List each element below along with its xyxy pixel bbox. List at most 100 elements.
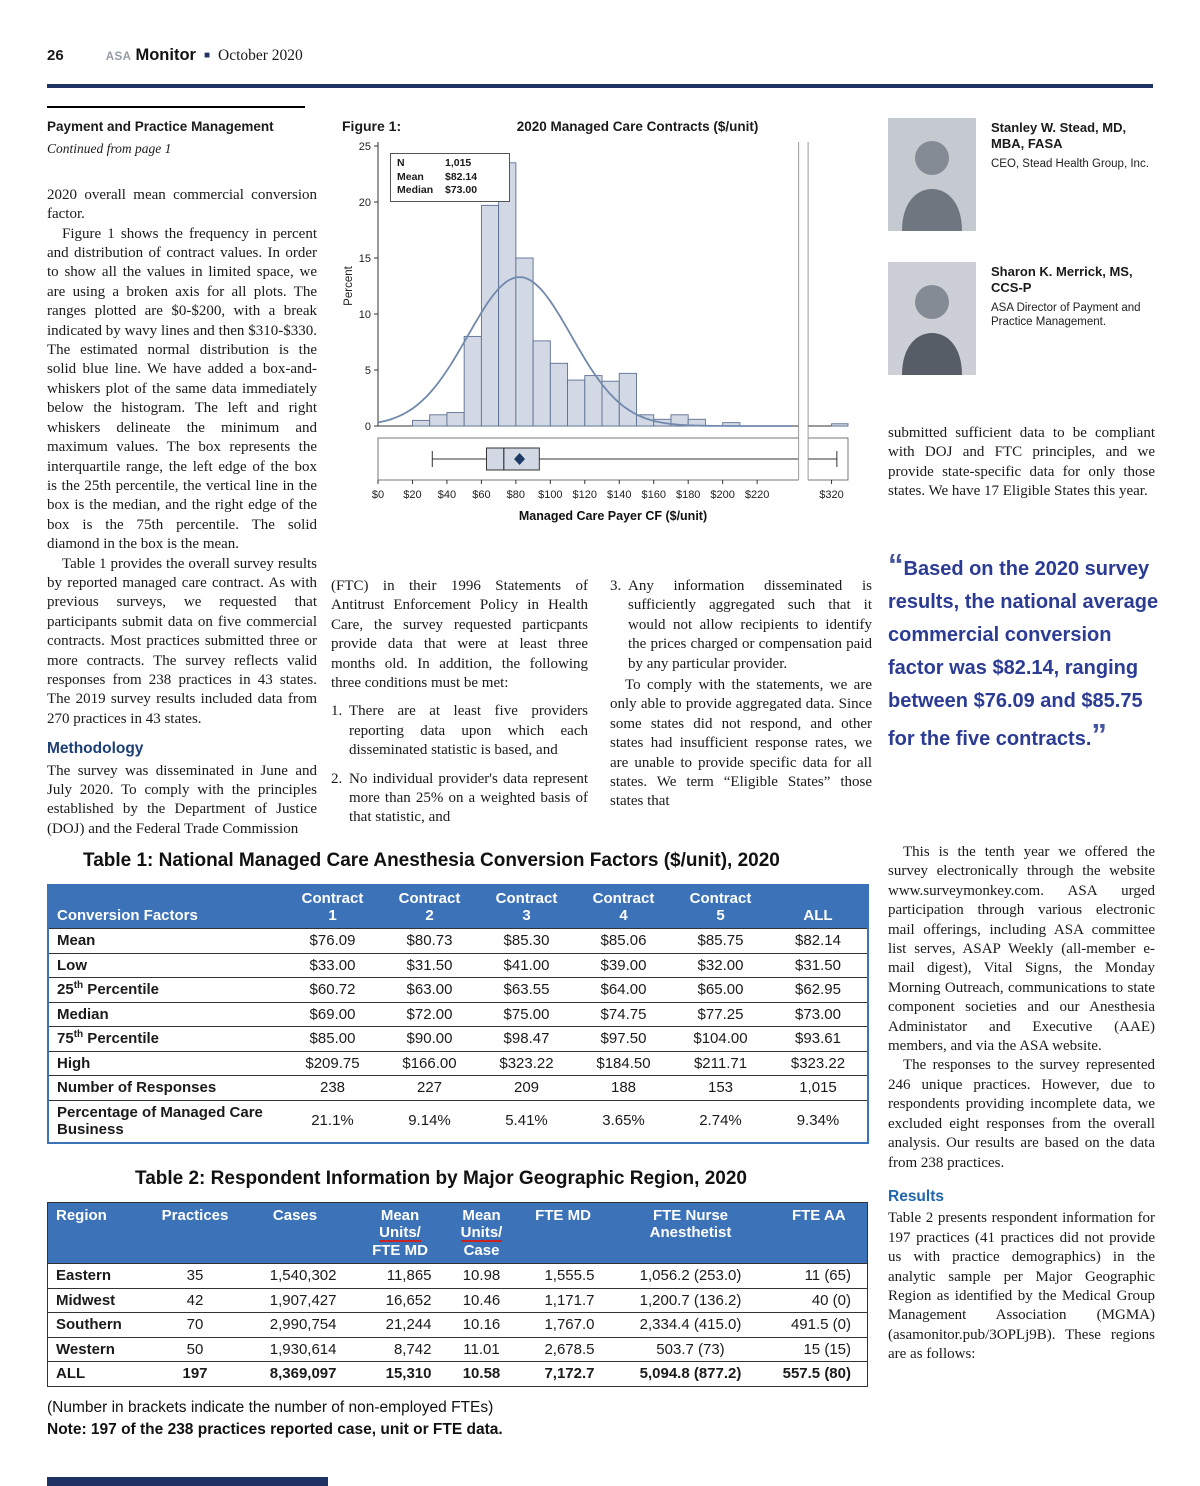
cell: 1,015 <box>769 1075 868 1100</box>
open-quote-icon: “ <box>888 547 904 582</box>
cell: 9.14% <box>381 1099 478 1143</box>
figure-head: Figure 1: 2020 Managed Care Contracts ($… <box>342 114 874 134</box>
cell: $323.22 <box>769 1050 868 1076</box>
author-title: ASA Director of Payment and Practice Man… <box>991 302 1141 328</box>
cell: 188 <box>575 1075 672 1100</box>
methodology-heading: Methodology <box>47 740 144 758</box>
table-row: ALL 197 8,369,097 15,310 10.58 7,172.7 5,094.8… <box>47 1361 868 1386</box>
stat-label: N <box>397 157 405 169</box>
cell: 238 <box>284 1075 381 1100</box>
boxplot-panel <box>377 437 849 481</box>
cell: 10.98 <box>447 1263 516 1288</box>
results-heading: Results <box>888 1187 944 1205</box>
histogram-bar <box>498 162 517 427</box>
cell: $98.47 <box>478 1026 575 1051</box>
cell: 42 <box>152 1287 238 1313</box>
cell: $104.00 <box>672 1026 769 1051</box>
histogram-bar <box>567 379 586 427</box>
cell: 491.5 (0) <box>770 1312 868 1337</box>
cell: 1,200.7 (136.2) <box>610 1287 771 1313</box>
y-tick-label: 5 <box>365 365 371 377</box>
cell: $80.73 <box>381 928 478 953</box>
cell: 209 <box>478 1075 575 1100</box>
figure-label: Figure 1: <box>342 118 402 134</box>
column-header: Mean Units/FTE MD <box>352 1202 448 1264</box>
cell: 227 <box>381 1075 478 1100</box>
histogram-bar <box>412 419 431 427</box>
column-header: Cases <box>237 1202 353 1264</box>
column-header: Contract 5 <box>672 885 769 929</box>
paragraph: Table 1 provides the overall survey resu… <box>47 555 317 727</box>
author: Sharon K. Merrick, MS, CCS-P ASA Directo… <box>888 262 1158 375</box>
row-label: 25th Percentile <box>48 977 284 1002</box>
iqr-box <box>485 447 540 471</box>
y-tick-label: 25 <box>359 141 371 153</box>
table-row: Median $69.00 $72.00 $75.00 $74.75 $77.25 $73.… <box>48 1001 868 1027</box>
row-label: Eastern <box>47 1263 153 1288</box>
stat-value: $82.14 <box>445 170 478 183</box>
cell: 5.41% <box>478 1099 575 1143</box>
paragraph: (FTC) in their 1996 Statements of Antitr… <box>331 578 588 692</box>
table-row: Low $33.00 $31.50 $41.00 $39.00 $32.00 $31.50 <box>48 952 868 978</box>
paragraph: Figure 1 shows the frequency in percent … <box>47 225 317 553</box>
row-label: Midwest <box>47 1287 153 1313</box>
article-column-3: 3. Any information disseminated is suffi… <box>610 577 872 812</box>
cell: $60.72 <box>284 977 381 1002</box>
cell: 15,310 <box>352 1361 448 1386</box>
person-photo-placeholder-icon <box>888 118 976 231</box>
cell: 10.58 <box>447 1361 516 1386</box>
chart-area: 0 5 10 15 20 25 Percent $0 $20 $40 $60 $80 $100 $120 $… <box>342 136 874 528</box>
chart-stats-box: N 1,015 Mean $82.14 Median $73.00 <box>390 153 510 202</box>
cell: $93.61 <box>769 1026 868 1051</box>
cell: 15 (15) <box>770 1336 868 1362</box>
brand-monitor: Monitor <box>135 46 196 64</box>
column-header: Region <box>47 1202 153 1264</box>
cell: $32.00 <box>672 952 769 978</box>
cell: $73.00 <box>769 1001 868 1027</box>
paragraph: The responses to the survey represented … <box>888 1057 1155 1171</box>
cell: $63.55 <box>478 977 575 1002</box>
cell: $211.71 <box>672 1050 769 1076</box>
pull-quote-text: Based on the 2020 survey results, the na… <box>888 558 1159 750</box>
y-tick-label: 15 <box>359 253 371 265</box>
cell: $209.75 <box>284 1050 381 1076</box>
row-label: Mean <box>48 928 284 953</box>
author-photo <box>888 262 976 375</box>
table-head: Region Practices Cases Mean Units/FTE MD Mean… <box>47 1202 868 1264</box>
table-row: Southern 70 2,990,754 21,244 10.16 1,767.0 2,3… <box>47 1312 868 1337</box>
histogram-bar <box>618 372 637 427</box>
cell: 21,244 <box>352 1312 448 1337</box>
stat-row: Mean $82.14 <box>397 171 503 185</box>
cell: $69.00 <box>284 1001 381 1027</box>
person-photo-placeholder-icon <box>888 262 976 375</box>
table-row: Number of Responses 238 227 209 188 153 1,015 <box>48 1075 868 1100</box>
table-row: Mean $76.09 $80.73 $85.30 $85.06 $85.75 $82.14 <box>48 928 868 953</box>
cell: $31.50 <box>381 952 478 978</box>
cell: $166.00 <box>381 1050 478 1076</box>
list-text: Any information disseminated is sufficie… <box>628 578 872 672</box>
paragraph: This is the tenth year we offered the su… <box>888 844 1155 1055</box>
continued-note: Continued from page 1 <box>47 141 172 157</box>
table-note: Note: 197 of the 238 practices reported … <box>47 1420 503 1438</box>
table-row: Percentage of Managed Care Business 21.1%… <box>48 1099 868 1143</box>
table2-block: Table 2: Respondent Information by Major… <box>47 1168 869 1441</box>
y-tick-label: 10 <box>359 309 371 321</box>
x-tick-label: $80 <box>507 489 525 501</box>
table1-title: Table 1: National Managed Care Anesthesi… <box>83 850 780 871</box>
normal-curve <box>377 276 792 427</box>
cell: 8,369,097 <box>237 1361 353 1386</box>
paragraph: 2020 overall mean commercial conversion … <box>47 186 317 223</box>
cell: $63.00 <box>381 977 478 1002</box>
x-tick-label: $60 <box>472 489 490 501</box>
brand-asa: ASA <box>105 51 132 63</box>
column-header: Conversion Factors <box>48 885 284 929</box>
stat-value: 1,015 <box>445 157 472 169</box>
column-header: Contract 2 <box>381 885 478 929</box>
x-tick-label: $20 <box>403 489 421 501</box>
cell: $82.14 <box>769 928 868 953</box>
cell: 11.01 <box>447 1336 516 1362</box>
cell: 2,334.4 (415.0) <box>610 1312 771 1337</box>
header-row: Region Practices Cases Mean Units/FTE MD Mean… <box>47 1202 868 1264</box>
row-label: Number of Responses <box>48 1075 284 1100</box>
